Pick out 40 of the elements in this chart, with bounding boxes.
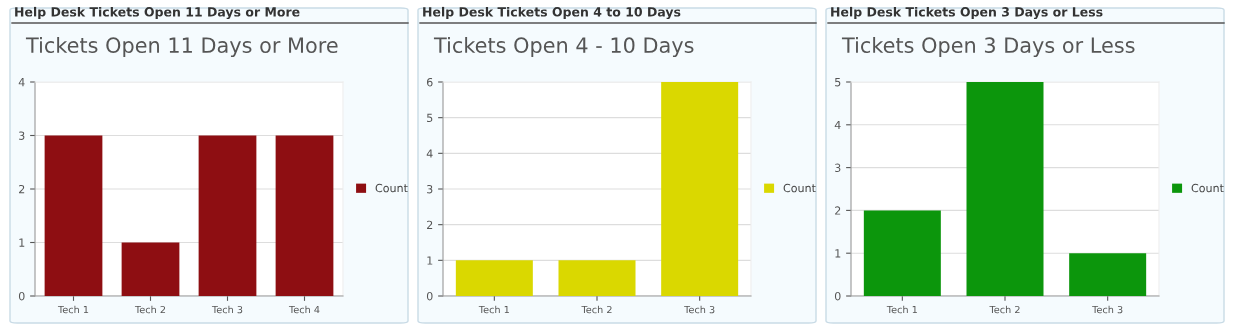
y-tick-label: 2	[427, 220, 433, 229]
bar	[966, 82, 1044, 296]
y-tick-label: 5	[835, 78, 841, 87]
y-tick-label: 4	[834, 120, 841, 130]
y-tick-label: 6	[426, 77, 433, 87]
y-tick-label: 4	[426, 149, 433, 158]
x-tick-label: Tech 4	[288, 305, 320, 314]
bar	[863, 210, 941, 296]
legend-label: Count	[1191, 183, 1224, 193]
x-tick-label: Tech 3	[684, 305, 715, 314]
y-tick-label: 3	[427, 184, 433, 194]
y-tick-label: 0	[834, 291, 841, 301]
y-tick-label: 5	[427, 113, 433, 123]
bar	[1069, 253, 1147, 296]
text: Help Desk Tickets Open 4 to 10 Days	[423, 6, 681, 20]
y-tick-label: 1	[427, 256, 433, 265]
y-tick-label: 2	[19, 184, 25, 194]
text: Help Desk Tickets Open 11 Days or More	[15, 6, 300, 20]
chart-title: Tickets Open 11 Days or More	[25, 36, 338, 58]
x-tick-label: Tech 1	[478, 305, 509, 314]
y-tick-label: 4	[18, 78, 25, 87]
x-tick-label: Tech 1	[57, 305, 89, 314]
x-tick-label: Tech 2	[989, 305, 1020, 314]
x-tick-label: Tech 2	[581, 305, 612, 314]
x-tick-label: Tech 3	[211, 305, 243, 314]
y-tick-label: 1	[19, 238, 25, 247]
y-tick-label: 3	[835, 163, 841, 172]
y-tick-label: 3	[19, 131, 25, 140]
legend-label: Count	[783, 183, 816, 193]
y-tick-label: 1	[835, 249, 841, 258]
y-tick-label: 0	[18, 291, 25, 301]
y-tick-label: 0	[426, 291, 433, 301]
x-tick-label: Tech 1	[886, 305, 917, 314]
text: Help Desk Tickets Open 3 Days or Less	[831, 6, 1103, 20]
x-tick-label: Tech 2	[134, 305, 166, 314]
chart-title: Tickets Open 3 Days or Less	[841, 36, 1135, 58]
y-tick-label: 2	[835, 206, 841, 215]
x-tick-label: Tech 3	[1092, 305, 1123, 314]
chart-title: Tickets Open 4 - 10 Days	[433, 36, 694, 58]
legend-label: Count	[375, 183, 408, 193]
